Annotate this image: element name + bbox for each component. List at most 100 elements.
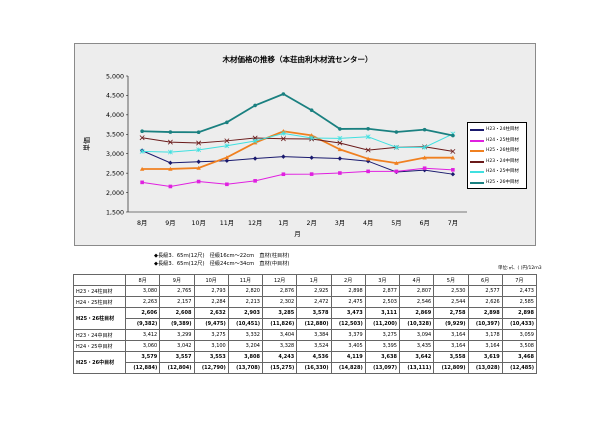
x-tick-label: 11月 (220, 219, 234, 227)
data-point (168, 130, 173, 134)
table-cell: 3,111 (364, 307, 401, 319)
table-cell: 2,606 (124, 307, 161, 319)
data-point (225, 182, 229, 187)
legend-item: H25・26中目材 (470, 179, 526, 187)
table-cell: (13,028) (467, 362, 503, 374)
table-cell: (13,708) (227, 362, 264, 374)
table-cell: (10,397) (467, 318, 503, 330)
x-axis-label: 月 (294, 230, 301, 238)
data-point (224, 155, 230, 160)
legend-swatch (470, 160, 484, 163)
data-point (422, 155, 427, 160)
data-point (365, 147, 371, 153)
data-point (224, 138, 230, 144)
table-header-month: 8月 (124, 274, 161, 286)
table-cell: 2,284 (193, 296, 229, 308)
legend-swatch (470, 150, 484, 152)
legend-label: H24・25中目材 (486, 169, 519, 174)
data-point (338, 171, 342, 175)
table-cell: (11,826) (261, 318, 298, 330)
data-point (450, 155, 456, 160)
data-point (252, 138, 258, 144)
table-row: H23・24中目材 3,412 3,299 3,275 3,332 3,404 3,384 3… (73, 329, 538, 341)
data-point (139, 135, 145, 141)
table-cell: (13,111) (398, 362, 435, 374)
data-point (450, 148, 456, 154)
data-point (167, 139, 173, 145)
x-tick-label: 6月 (419, 219, 429, 227)
row-label: H25・26中目材 (73, 351, 126, 374)
table-cell: (14,828) (330, 362, 366, 374)
y-tick-label: 4,000 (106, 112, 124, 119)
table-cell: 2,807 (398, 285, 435, 297)
legend-swatch (470, 181, 484, 184)
table-cell: 3,080 (124, 285, 161, 297)
table-cell: 3,060 (124, 340, 161, 352)
table-cell: (9,929) (433, 318, 469, 330)
table-cell: 2,608 (159, 307, 195, 319)
table-cell: 2,302 (261, 296, 298, 308)
table-header-month: 11月 (227, 274, 264, 286)
data-point (394, 160, 399, 165)
y-tick-label: 3,000 (106, 151, 124, 158)
table-cell: 3,435 (398, 340, 435, 352)
series-line (142, 130, 453, 170)
data-point (309, 172, 314, 176)
table-cell: 2,632 (193, 307, 229, 319)
table-header-month: 9月 (159, 274, 195, 286)
data-point (422, 166, 427, 171)
data-point (253, 103, 257, 108)
data-point (337, 156, 343, 161)
table-cell: (9,389) (159, 318, 195, 330)
legend-item: H24・25柱目材 (470, 137, 526, 145)
table-cell: 3,638 (364, 351, 401, 363)
table-cell: 3,642 (398, 351, 435, 363)
data-point (225, 120, 229, 125)
table-cell: (12,804) (159, 362, 195, 374)
data-point (451, 133, 455, 138)
legend-label: H23・24中目材 (486, 158, 519, 164)
data-point (280, 130, 286, 136)
chart-title: 木材価格の推移（本荘由利木材流センター） (222, 54, 373, 64)
table-cell: 3,100 (193, 340, 229, 352)
table-cell: 3,473 (330, 307, 366, 319)
row-label: H25・26柱目材 (73, 307, 126, 330)
table-cell: (16,330) (296, 362, 332, 374)
legend-label: H24・25柱目材 (486, 137, 519, 143)
row-label: H23・24柱目材 (73, 285, 126, 297)
table-cell: 3,059 (501, 329, 538, 341)
data-point (366, 126, 370, 131)
table-cell: 2,546 (398, 296, 435, 308)
note-pillar-spec: ◆長級3．65ｍ(12尺) 径級16cm～22cm 直材(柱目材) (154, 253, 290, 259)
table-cell: 3,285 (261, 307, 298, 319)
x-tick-label: 1月 (278, 219, 288, 227)
table-row: H24・25柱目材 2,263 2,157 2,284 2,213 2,302 2,472 2… (73, 296, 538, 308)
series-line (142, 132, 454, 153)
data-point (309, 108, 314, 113)
data-point (281, 92, 286, 96)
table-cell: 2,157 (159, 296, 195, 308)
data-point (422, 127, 427, 132)
table-cell: 4,119 (330, 351, 366, 363)
line-chart: 木材価格の推移（本荘由利木材流センター） 1,500 2,000 2,500 3,000… (82, 54, 467, 238)
data-point (337, 147, 343, 152)
row-label: H23・24中目材 (73, 329, 126, 341)
table-cell: 3,384 (296, 329, 332, 341)
y-tick-label: 2,500 (106, 170, 124, 177)
table-cell: 3,404 (261, 329, 298, 341)
legend-swatch (470, 129, 484, 131)
table-cell: (9,475) (193, 318, 229, 330)
table-cell: (10,451) (227, 318, 264, 330)
plot-area (128, 76, 467, 212)
table-cell: (12,809) (433, 362, 469, 374)
table-cell: 2,626 (467, 296, 503, 308)
table-header-month: 12月 (261, 274, 298, 286)
y-tick-label: 5,000 (106, 73, 124, 80)
table-row: H24・25中目材 3,060 3,042 3,100 3,204 3,328 3,524 3… (73, 340, 538, 352)
table-cell: 3,808 (227, 351, 264, 363)
legend-swatch (470, 171, 484, 173)
legend-swatch (470, 139, 484, 142)
table-cell: 3,508 (501, 340, 538, 352)
table-cell: 2,503 (364, 296, 401, 308)
table-cell: 2,869 (398, 307, 435, 319)
